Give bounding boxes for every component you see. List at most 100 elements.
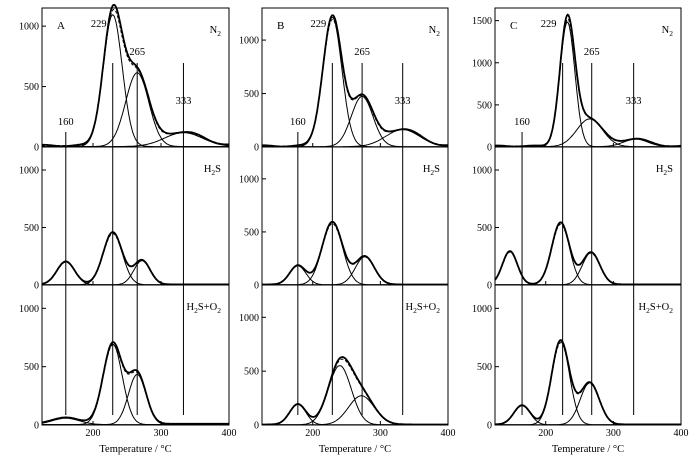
y-tick-label: 1000 <box>472 304 492 315</box>
condition-label: H2S <box>423 164 440 177</box>
y-tick-label: 0 <box>254 281 259 292</box>
peak-label-229: 229 <box>541 19 557 30</box>
fit-component-1 <box>262 403 448 426</box>
panel-letter: A <box>57 20 65 32</box>
x-tick-label: 300 <box>373 428 388 439</box>
x-tick-label: 400 <box>222 428 237 439</box>
x-tick-label: 200 <box>305 428 320 439</box>
measured-curve <box>495 339 681 426</box>
condition-label: H2S+O2 <box>406 302 441 315</box>
y-tick-label: 500 <box>24 82 39 93</box>
peak-label-265: 265 <box>354 47 370 58</box>
fit-envelope <box>262 358 448 425</box>
panel-a: 0 500 1000 N2 0 500 1000 H2S 0 500 1000 H2S+O2 160 22… <box>19 3 237 455</box>
peak-label-160: 160 <box>290 117 306 128</box>
y-tick-label: 1000 <box>19 304 39 315</box>
y-tick-label: 1500 <box>472 16 492 27</box>
subplot-a-1: 0 500 1000 N2 <box>19 3 230 154</box>
measured-curve <box>42 3 229 148</box>
x-tick-label: 300 <box>154 428 169 439</box>
subplot-a-2: 0 500 1000 H2S <box>19 146 230 292</box>
condition-label: H2S <box>656 164 673 177</box>
y-tick-label: 0 <box>34 421 39 432</box>
panel-b: 0 500 1000 N2 0 500 1000 H2S 0 500 1000 H2S+O2 160 22… <box>239 7 456 455</box>
x-tick-label: 400 <box>441 428 456 439</box>
y-tick-label: 500 <box>477 223 492 234</box>
fit-component-1 <box>494 405 681 426</box>
condition-label: H2S+O2 <box>639 302 674 315</box>
measured-curve <box>41 231 229 286</box>
y-tick-label: 500 <box>244 89 259 100</box>
subplot-c-3: 0 500 1000 H2S+O2 <box>472 284 682 432</box>
x-tick-label: 400 <box>674 428 689 439</box>
x-tick-label: 200 <box>538 428 553 439</box>
y-tick-label: 0 <box>254 421 259 432</box>
measured-curve <box>262 220 448 286</box>
panel-letter: C <box>510 20 517 32</box>
condition-label: H2S+O2 <box>187 302 222 315</box>
x-axis-label: Temperature / °C <box>552 444 624 455</box>
fit-envelope <box>41 344 229 425</box>
fit-component-3 <box>495 252 681 286</box>
y-tick-label: 0 <box>487 281 492 292</box>
y-tick-label: 1000 <box>472 166 492 177</box>
y-tick-label: 1000 <box>239 36 259 47</box>
x-axis-label: Temperature / °C <box>319 444 391 455</box>
fit-envelope <box>41 233 229 285</box>
fit-component-2 <box>42 343 229 426</box>
fit-component-2 <box>42 231 229 286</box>
y-tick-label: 1000 <box>239 174 259 185</box>
peak-label-265: 265 <box>584 47 600 58</box>
x-tick-label: 300 <box>606 428 621 439</box>
fit-component-1 <box>495 21 681 148</box>
y-tick-label: 0 <box>34 143 39 154</box>
panel-c: 0 500 1000 1500 N2 0 500 1000 H2S 0 500 1000 H2S+O2 1… <box>472 7 689 455</box>
panel-letter: B <box>277 20 284 32</box>
fit-component-1 <box>494 250 681 286</box>
measured-curve <box>494 221 681 286</box>
y-tick-label: 500 <box>244 367 259 378</box>
condition-label: N2 <box>210 25 222 38</box>
peak-label-333: 333 <box>626 96 642 107</box>
x-tick-label: 200 <box>86 428 101 439</box>
y-tick-label: 500 <box>477 362 492 373</box>
y-tick-label: 0 <box>254 143 259 154</box>
subplot-c-1: 0 500 1000 1500 N2 <box>472 7 682 154</box>
peak-label-265: 265 <box>129 47 145 58</box>
subplot-b-1: 0 500 1000 N2 <box>239 7 449 154</box>
subplot-c-2: 0 500 1000 H2S <box>472 146 682 292</box>
peak-label-229: 229 <box>91 19 107 30</box>
measured-curve <box>262 356 448 426</box>
fit-component-3 <box>495 382 681 426</box>
condition-label: H2S <box>204 164 221 177</box>
y-tick-label: 0 <box>34 281 39 292</box>
x-axis-label: Temperature / °C <box>99 444 171 455</box>
condition-label: N2 <box>429 25 441 38</box>
y-tick-label: 1000 <box>19 166 39 177</box>
y-tick-label: 1000 <box>239 313 259 324</box>
y-tick-label: 500 <box>477 100 492 111</box>
peak-label-160: 160 <box>514 117 530 128</box>
y-tick-label: 1000 <box>19 22 39 33</box>
peak-label-229: 229 <box>310 19 326 30</box>
subplot-b-3: 0 500 1000 H2S+O2 <box>239 284 449 432</box>
y-tick-label: 0 <box>487 421 492 432</box>
fit-component-3 <box>262 256 448 286</box>
y-tick-label: 500 <box>244 227 259 238</box>
plot-frame <box>494 146 682 286</box>
peak-label-333: 333 <box>176 96 192 107</box>
fit-component-2 <box>262 221 448 286</box>
subplot-a-3: 0 500 1000 H2S+O2 <box>19 284 230 432</box>
y-tick-label: 500 <box>24 362 39 373</box>
measured-curve <box>495 13 681 148</box>
condition-label: N2 <box>662 25 674 38</box>
plot-frame <box>261 146 449 286</box>
measured-curve <box>41 341 229 425</box>
fit-envelope <box>262 223 448 285</box>
peak-label-160: 160 <box>58 117 74 128</box>
subplot-b-2: 0 500 1000 H2S <box>239 146 449 292</box>
y-tick-label: 1000 <box>472 58 492 69</box>
y-tick-label: 0 <box>487 143 492 154</box>
peak-label-333: 333 <box>395 96 411 107</box>
